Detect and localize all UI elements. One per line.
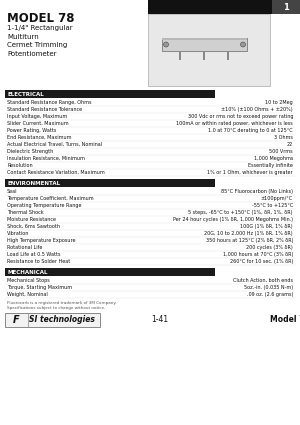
Text: 200 cycles (3% δR): 200 cycles (3% δR) [246, 245, 293, 250]
Text: 5 steps, -65°C to +150°C (1%, δR, 1%, δR): 5 steps, -65°C to +150°C (1%, δR, 1%, δR… [188, 210, 293, 215]
Text: Rotational Life: Rotational Life [7, 245, 42, 250]
Bar [162, 38, 247, 51]
Text: Input Voltage, Maximum: Input Voltage, Maximum [7, 114, 67, 119]
Text: MODEL 78: MODEL 78 [7, 11, 74, 25]
Text: 22: 22 [287, 142, 293, 147]
Text: 260°C for 10 sec. (1% δR): 260°C for 10 sec. (1% δR) [230, 259, 293, 264]
Text: 500 Vrms: 500 Vrms [269, 149, 293, 154]
Text: Power Rating, Watts: Power Rating, Watts [7, 128, 56, 133]
Text: 10 to 2Meg: 10 to 2Meg [265, 100, 293, 105]
Bar [272, 0, 300, 14]
Text: Resistance to Solder Heat: Resistance to Solder Heat [7, 259, 70, 264]
Text: Shock, 6ms Sawtooth: Shock, 6ms Sawtooth [7, 224, 60, 229]
Bar [5, 179, 215, 187]
Text: Moisture Resistance: Moisture Resistance [7, 217, 56, 222]
Text: SI technologies: SI technologies [29, 315, 95, 325]
Text: Slider Current, Maximum: Slider Current, Maximum [7, 121, 69, 126]
Text: Essentially infinite: Essentially infinite [248, 163, 293, 168]
Text: Clutch Action, both ends: Clutch Action, both ends [233, 278, 293, 283]
Bar [5, 313, 100, 327]
Text: 1.0 at 70°C derating to 0 at 125°C: 1.0 at 70°C derating to 0 at 125°C [208, 128, 293, 133]
Circle shape [241, 42, 245, 47]
Text: Standard Resistance Range, Ohms: Standard Resistance Range, Ohms [7, 100, 92, 105]
Text: ±100ppm/°C: ±100ppm/°C [261, 196, 293, 201]
Text: Standard Resistance Tolerance: Standard Resistance Tolerance [7, 107, 82, 112]
Text: 85°C Fluorocarbon (No Links): 85°C Fluorocarbon (No Links) [221, 189, 293, 194]
Text: High Temperature Exposure: High Temperature Exposure [7, 238, 76, 243]
Text: End Resistance, Maximum: End Resistance, Maximum [7, 135, 71, 140]
Text: Insulation Resistance, Minimum: Insulation Resistance, Minimum [7, 156, 85, 161]
Text: Torque, Starting Maximum: Torque, Starting Maximum [7, 285, 72, 290]
Bar [5, 268, 215, 276]
Text: Per 24 hour cycles (1% δR, 1,000 Megohms Min.): Per 24 hour cycles (1% δR, 1,000 Megohms… [173, 217, 293, 222]
Text: Multiturn: Multiturn [7, 34, 39, 40]
Text: Contact Resistance Variation, Maximum: Contact Resistance Variation, Maximum [7, 170, 105, 175]
Bar [5, 90, 215, 98]
Text: Actual Electrical Travel, Turns, Nominal: Actual Electrical Travel, Turns, Nominal [7, 142, 102, 147]
Text: ENVIRONMENTAL: ENVIRONMENTAL [7, 181, 60, 185]
Text: Mechanical Stops: Mechanical Stops [7, 278, 50, 283]
Text: Load Life at 0.5 Watts: Load Life at 0.5 Watts [7, 252, 61, 257]
Text: MECHANICAL: MECHANICAL [7, 269, 47, 275]
Text: 1-1/4" Rectangular: 1-1/4" Rectangular [7, 25, 73, 31]
Text: F: F [13, 315, 19, 325]
Circle shape [164, 42, 169, 47]
Text: 1,000 hours at 70°C (3% δR): 1,000 hours at 70°C (3% δR) [223, 252, 293, 257]
Bar [148, 14, 270, 86]
Bar [203, 51, 205, 60]
Text: Potentiometer: Potentiometer [7, 51, 56, 57]
Text: Seal: Seal [7, 189, 17, 194]
Bar [148, 0, 278, 14]
Text: 3 Ohms: 3 Ohms [274, 135, 293, 140]
Text: Operating Temperature Range: Operating Temperature Range [7, 203, 82, 208]
Bar [179, 51, 181, 60]
Text: 1-41: 1-41 [152, 315, 169, 325]
Text: 1: 1 [283, 3, 289, 11]
Text: 20G, 10 to 2,000 Hz (1% δR, 1% δR): 20G, 10 to 2,000 Hz (1% δR, 1% δR) [204, 231, 293, 236]
Text: ±10% (±100 Ohms + ±20%): ±10% (±100 Ohms + ±20%) [221, 107, 293, 112]
Text: ELECTRICAL: ELECTRICAL [7, 91, 44, 96]
Text: Thermal Shock: Thermal Shock [7, 210, 44, 215]
Text: -55°C to +125°C: -55°C to +125°C [252, 203, 293, 208]
Text: Dielectric Strength: Dielectric Strength [7, 149, 53, 154]
Text: 350 hours at 125°C (2% δR, 2% δR): 350 hours at 125°C (2% δR, 2% δR) [206, 238, 293, 243]
Text: .09 oz. (2.6 grams): .09 oz. (2.6 grams) [247, 292, 293, 297]
Text: 5oz.-in. (0.035 N-m): 5oz.-in. (0.035 N-m) [244, 285, 293, 290]
Text: Resolution: Resolution [7, 163, 33, 168]
Bar [227, 51, 229, 60]
Text: Temperature Coefficient, Maximum: Temperature Coefficient, Maximum [7, 196, 94, 201]
Text: Model 78: Model 78 [270, 315, 300, 325]
Text: Cermet Trimming: Cermet Trimming [7, 42, 67, 48]
Text: 100G (1% δR, 1% δR): 100G (1% δR, 1% δR) [240, 224, 293, 229]
Text: Fluorocarb is a registered trademark of 3M Company.: Fluorocarb is a registered trademark of … [7, 301, 116, 305]
Text: Vibration: Vibration [7, 231, 29, 236]
Text: 100mA or within rated power, whichever is less: 100mA or within rated power, whichever i… [176, 121, 293, 126]
Text: Weight, Nominal: Weight, Nominal [7, 292, 48, 297]
Bar [162, 38, 247, 40]
Text: 1% or 1 Ohm, whichever is greater: 1% or 1 Ohm, whichever is greater [207, 170, 293, 175]
Text: 300 Vdc or rms not to exceed power rating: 300 Vdc or rms not to exceed power ratin… [188, 114, 293, 119]
Text: Specifications subject to change without notice.: Specifications subject to change without… [7, 306, 105, 309]
Text: 1,000 Megohms: 1,000 Megohms [254, 156, 293, 161]
